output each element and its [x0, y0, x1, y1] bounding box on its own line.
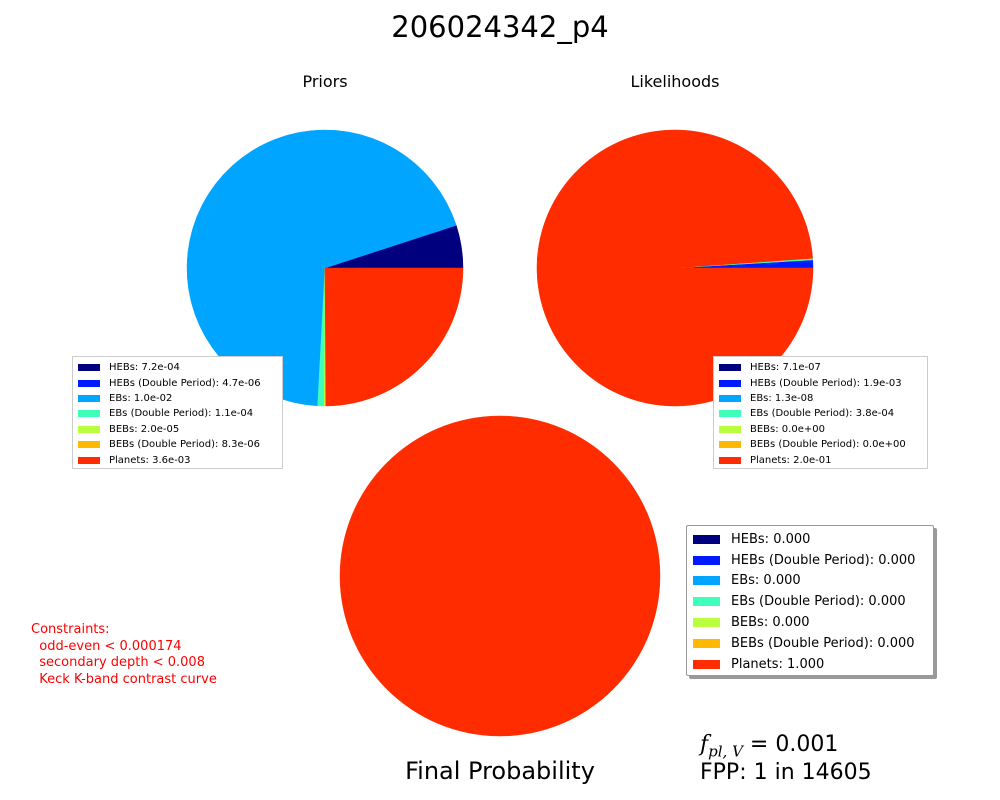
- legend-item-hebs: HEBs: 7.2e-04: [78, 360, 282, 375]
- fpl-number: = 0.001: [742, 732, 839, 757]
- legend-label: Planets: 2.0e-01: [750, 454, 832, 466]
- legend-label: EBs (Double Period): 3.8e-04: [750, 408, 895, 420]
- fpl-subscript: pl, V: [708, 742, 743, 761]
- legend-item-hebs-double-period: HEBs (Double Period): 1.9e-03: [719, 375, 927, 390]
- legend-item-hebs: HEBs: 0.000: [693, 529, 933, 550]
- likelihoods-legend: HEBs: 7.1e-07 HEBs (Double Period): 1.9e-…: [713, 356, 928, 469]
- legend-swatch: [719, 379, 741, 387]
- legend-swatch: [78, 456, 100, 464]
- final-probability-pie-title: Final Probability: [405, 757, 595, 785]
- legend-swatch: [78, 379, 100, 387]
- legend-label: BEBs (Double Period): 0.000: [731, 635, 915, 651]
- legend-swatch: [693, 659, 720, 669]
- likelihoods-pie-title: Likelihoods: [630, 72, 720, 91]
- legend-label: HEBs (Double Period): 4.7e-06: [109, 377, 261, 389]
- legend-swatch: [78, 410, 100, 418]
- priors-pie-title: Priors: [302, 72, 348, 91]
- legend-swatch: [78, 364, 100, 372]
- legend-item-hebs: HEBs: 7.1e-07: [719, 360, 927, 375]
- legend-label: HEBs: 7.2e-04: [109, 362, 180, 374]
- legend-item-ebs-double-period: EBs (Double Period): 0.000: [693, 591, 933, 612]
- final-probability-pie: [339, 415, 661, 737]
- legend-swatch: [78, 425, 100, 433]
- legend-swatch: [78, 441, 100, 449]
- legend-label: EBs (Double Period): 1.1e-04: [109, 408, 254, 420]
- legend-item-hebs-double-period: HEBs (Double Period): 4.7e-06: [78, 375, 282, 390]
- legend-swatch: [693, 576, 720, 586]
- legend-swatch: [693, 555, 720, 565]
- legend-swatch: [719, 410, 741, 418]
- legend-item-hebs-double-period: HEBs (Double Period): 0.000: [693, 550, 933, 571]
- legend-swatch: [693, 618, 720, 628]
- legend-label: EBs (Double Period): 0.000: [731, 594, 906, 610]
- legend-item-bebs-double-period: BEBs (Double Period): 0.0e+00: [719, 437, 927, 452]
- legend-label: EBs: 1.0e-02: [109, 392, 173, 404]
- legend-swatch: [719, 364, 741, 372]
- priors-slice-planets: [324, 267, 464, 407]
- legend-label: EBs: 0.000: [731, 573, 801, 589]
- legend-label: Planets: 1.000: [731, 656, 825, 672]
- legend-swatch: [719, 441, 741, 449]
- legend-item-ebs: EBs: 0.000: [693, 571, 933, 592]
- legend-item-ebs-double-period: EBs (Double Period): 1.1e-04: [78, 406, 282, 421]
- figure-title: 206024342_p4: [391, 10, 609, 44]
- legend-swatch: [719, 456, 741, 464]
- legend-label: Planets: 3.6e-03: [109, 454, 191, 466]
- final-probability-slice-planets: [339, 415, 661, 737]
- legend-swatch: [693, 597, 720, 607]
- legend-item-ebs: EBs: 1.3e-08: [719, 391, 927, 406]
- legend-item-bebs: BEBs: 2.0e-05: [78, 422, 282, 437]
- legend-item-planets: Planets: 3.6e-03: [78, 452, 282, 467]
- legend-item-ebs: EBs: 1.0e-02: [78, 391, 282, 406]
- fpl-value: fpl, V = 0.001: [700, 732, 838, 760]
- legend-label: BEBs: 0.000: [731, 615, 810, 631]
- legend-swatch: [693, 638, 720, 648]
- constraints-text: Constraints: odd-even < 0.000174 seconda…: [31, 622, 217, 687]
- likelihoods-pie: [536, 129, 814, 407]
- legend-item-bebs: BEBs: 0.0e+00: [719, 422, 927, 437]
- legend-label: BEBs (Double Period): 8.3e-06: [109, 439, 260, 451]
- legend-label: BEBs: 0.0e+00: [750, 423, 825, 435]
- legend-item-bebs: BEBs: 0.000: [693, 612, 933, 633]
- fpl-symbol: f: [700, 732, 709, 757]
- priors-pie: [186, 129, 464, 407]
- legend-item-ebs-double-period: EBs (Double Period): 3.8e-04: [719, 406, 927, 421]
- legend-label: HEBs: 0.000: [731, 531, 811, 547]
- legend-item-planets: Planets: 1.000: [693, 654, 933, 675]
- legend-label: HEBs (Double Period): 1.9e-03: [750, 377, 902, 389]
- final-probability-legend: HEBs: 0.000 HEBs (Double Period): 0.000 EB…: [686, 525, 934, 676]
- legend-swatch: [719, 394, 741, 402]
- legend-swatch: [693, 534, 720, 544]
- priors-legend: HEBs: 7.2e-04 HEBs (Double Period): 4.7e-…: [72, 356, 283, 469]
- legend-item-bebs-double-period: BEBs (Double Period): 8.3e-06: [78, 437, 282, 452]
- legend-label: HEBs: 7.1e-07: [750, 362, 821, 374]
- legend-swatch: [719, 425, 741, 433]
- legend-item-bebs-double-period: BEBs (Double Period): 0.000: [693, 633, 933, 654]
- fpp-value: FPP: 1 in 14605: [700, 760, 872, 785]
- legend-label: HEBs (Double Period): 0.000: [731, 552, 916, 568]
- legend-label: BEBs: 2.0e-05: [109, 423, 180, 435]
- legend-item-planets: Planets: 2.0e-01: [719, 452, 927, 467]
- legend-label: EBs: 1.3e-08: [750, 392, 814, 404]
- legend-swatch: [78, 394, 100, 402]
- legend-label: BEBs (Double Period): 0.0e+00: [750, 439, 906, 451]
